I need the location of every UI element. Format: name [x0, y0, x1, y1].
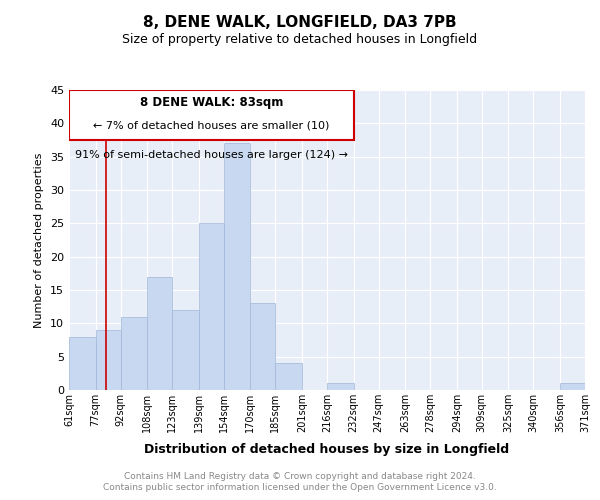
Bar [147, 276, 172, 390]
Text: 8 DENE WALK: 83sqm: 8 DENE WALK: 83sqm [140, 96, 283, 109]
Text: Contains public sector information licensed under the Open Government Licence v3: Contains public sector information licen… [103, 484, 497, 492]
Bar [275, 364, 302, 390]
Bar [560, 384, 585, 390]
Text: 91% of semi-detached houses are larger (124) →: 91% of semi-detached houses are larger (… [75, 150, 348, 160]
Text: ← 7% of detached houses are smaller (10): ← 7% of detached houses are smaller (10) [93, 120, 329, 130]
Text: 8, DENE WALK, LONGFIELD, DA3 7PB: 8, DENE WALK, LONGFIELD, DA3 7PB [143, 15, 457, 30]
Bar [95, 330, 121, 390]
X-axis label: Distribution of detached houses by size in Longfield: Distribution of detached houses by size … [145, 444, 509, 456]
Bar [121, 316, 147, 390]
FancyBboxPatch shape [69, 90, 353, 140]
Bar [250, 304, 275, 390]
Bar [69, 336, 95, 390]
Text: Size of property relative to detached houses in Longfield: Size of property relative to detached ho… [122, 32, 478, 46]
Bar [172, 310, 199, 390]
Text: Contains HM Land Registry data © Crown copyright and database right 2024.: Contains HM Land Registry data © Crown c… [124, 472, 476, 481]
Bar [327, 384, 353, 390]
Bar [224, 144, 250, 390]
Bar [199, 224, 224, 390]
Y-axis label: Number of detached properties: Number of detached properties [34, 152, 44, 328]
